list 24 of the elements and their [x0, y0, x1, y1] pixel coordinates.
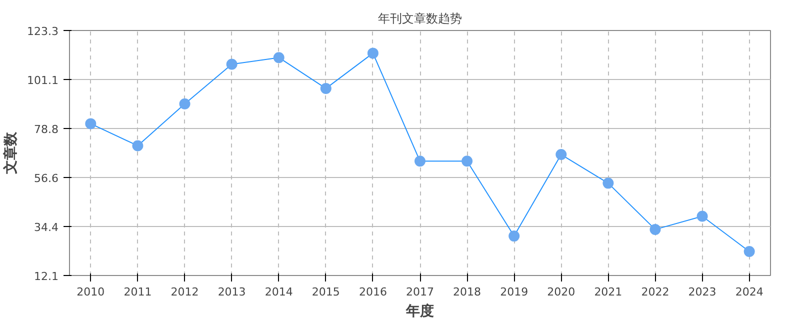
x-tick-label: 2016 — [358, 286, 387, 298]
x-tick-label: 2019 — [500, 286, 528, 298]
x-tick-label: 2017 — [406, 286, 434, 298]
x-tick-label: 2010 — [76, 286, 105, 298]
y-tick-label: 56.6 — [34, 172, 59, 185]
y-tick-label: 12.1 — [34, 270, 59, 283]
x-tick-label: 2018 — [453, 286, 482, 298]
y-tick-label: 123.3 — [27, 25, 59, 38]
y-tick-label: 101.1 — [27, 74, 59, 87]
x-axis-title: 年度 — [405, 302, 434, 320]
x-tick-label: 2014 — [264, 286, 293, 298]
x-tick-label: 2012 — [170, 286, 199, 298]
x-tick-label: 2022 — [641, 286, 670, 298]
x-tick-label: 2011 — [124, 286, 152, 298]
x-tick-label: 2024 — [735, 286, 764, 298]
y-tick-label: 78.8 — [34, 123, 59, 136]
x-tick-label: 2021 — [594, 286, 622, 298]
y-axis-title: 文章数 — [2, 131, 20, 175]
x-tick-label: 2013 — [218, 286, 246, 298]
x-tick-label: 2020 — [547, 286, 576, 298]
y-tick-label: 34.4 — [34, 220, 59, 234]
x-tick-label: 2023 — [688, 286, 716, 298]
chart-title: 年刊文章数趋势 — [378, 12, 462, 26]
x-tick-label: 2015 — [312, 286, 340, 298]
